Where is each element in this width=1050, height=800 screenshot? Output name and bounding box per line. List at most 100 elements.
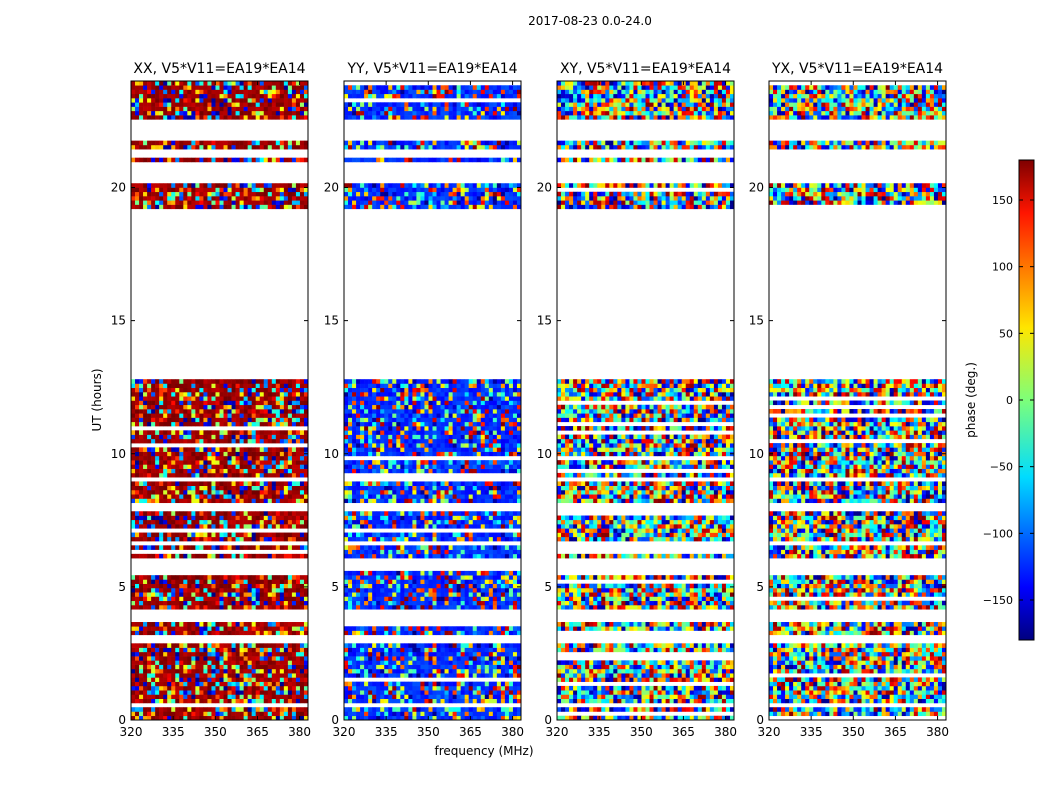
heatmap-cell: [159, 472, 164, 478]
heatmap-cell: [299, 715, 305, 721]
heatmap-cell: [472, 532, 478, 538]
heatmap-cell: [175, 668, 180, 674]
heatmap-cell: [219, 191, 224, 197]
heatmap-cell: [259, 668, 265, 674]
heatmap-cell: [135, 102, 140, 107]
heatmap-cell: [287, 536, 293, 542]
heatmap-cell: [424, 549, 429, 555]
heatmap-cell: [275, 707, 281, 712]
heatmap-cell: [251, 519, 256, 525]
heatmap-cell: [255, 536, 261, 542]
heatmap-cell: [147, 575, 152, 580]
heatmap-cell: [199, 409, 204, 414]
heatmap-cell: [303, 515, 309, 521]
heatmap-cell: [239, 140, 244, 146]
heatmap-cell: [279, 511, 285, 516]
heatmap-cell: [191, 690, 196, 695]
heatmap-cell: [516, 575, 522, 580]
heatmap-cell: [283, 387, 289, 393]
heatmap-cell: [131, 93, 136, 99]
heatmap-cell: [400, 685, 405, 691]
heatmap-cell: [183, 553, 188, 559]
heatmap-cell: [223, 464, 228, 469]
heatmap-cell: [195, 110, 200, 116]
heatmap-cell: [187, 464, 192, 469]
heatmap-cell: [143, 524, 148, 529]
heatmap-cell: [147, 89, 152, 95]
heatmap-cell: [159, 204, 164, 210]
heatmap-cell: [195, 494, 200, 499]
heatmap-cell: [500, 647, 506, 653]
heatmap-cell: [468, 536, 474, 542]
heatmap-cell: [464, 549, 469, 555]
heatmap-cell: [131, 196, 136, 201]
heatmap-cell: [287, 575, 293, 580]
heatmap-cell: [275, 438, 281, 444]
heatmap-cell: [191, 200, 196, 205]
heatmap-cell: [143, 681, 148, 687]
heatmap-cell: [432, 673, 437, 678]
heatmap-cell: [235, 110, 240, 116]
heatmap-cell: [299, 685, 305, 691]
heatmap-cell: [516, 685, 522, 691]
heatmap-cell: [452, 570, 457, 576]
heatmap-cell: [175, 481, 180, 486]
heatmap-cell: [496, 532, 502, 538]
heatmap-cell: [344, 685, 349, 691]
heatmap-cell: [416, 664, 421, 670]
heatmap-cell: [147, 583, 152, 589]
heatmap-cell: [263, 144, 269, 150]
heatmap-cell: [416, 583, 421, 589]
heatmap-cell: [167, 604, 172, 610]
heatmap-cell: [151, 604, 156, 610]
heatmap-cell: [412, 685, 417, 691]
heatmap-cell: [187, 575, 192, 580]
heatmap-cell: [235, 519, 240, 525]
heatmap-cell: [163, 383, 168, 389]
heatmap-cell: [203, 711, 208, 717]
heatmap-cell: [287, 451, 293, 457]
heatmap-cell: [456, 711, 461, 717]
heatmap-cell: [408, 643, 413, 648]
heatmap-cell: [235, 106, 240, 112]
heatmap-cell: [271, 711, 277, 717]
heatmap-cell: [155, 447, 160, 452]
heatmap-cell: [167, 102, 172, 107]
heatmap-cell: [203, 643, 208, 648]
heatmap-cell: [159, 622, 164, 627]
heatmap-cell: [151, 460, 156, 465]
heatmap-cell: [484, 604, 490, 610]
heatmap-cell: [183, 383, 188, 389]
heatmap-cell: [163, 587, 168, 593]
heatmap-cell: [139, 519, 144, 525]
heatmap-cell: [227, 536, 232, 542]
heatmap-cell: [259, 200, 265, 205]
heatmap-cell: [472, 587, 478, 593]
heatmap-cell: [155, 583, 160, 589]
heatmap-cell: [219, 630, 224, 636]
heatmap-cell: [199, 592, 204, 597]
heatmap-cell: [512, 711, 518, 717]
heatmap-cell: [516, 596, 522, 602]
heatmap-cell: [412, 673, 417, 678]
heatmap-cell: [271, 622, 277, 627]
heatmap-cell: [239, 519, 244, 525]
heatmap-cell: [287, 668, 293, 674]
heatmap-cell: [155, 681, 160, 687]
heatmap-cell: [175, 447, 180, 452]
heatmap-cell: [283, 553, 289, 559]
heatmap-cell: [504, 579, 510, 584]
heatmap-cell: [275, 711, 281, 717]
heatmap-cell: [271, 89, 277, 95]
heatmap-cell: [219, 677, 224, 682]
heatmap-cell: [139, 468, 144, 474]
heatmap-cell: [195, 183, 200, 188]
heatmap-cell: [428, 715, 433, 721]
heatmap-cell: [179, 157, 184, 163]
heatmap-cell: [131, 102, 136, 107]
heatmap-cell: [283, 626, 289, 631]
heatmap-cell: [203, 383, 208, 389]
heatmap-cell: [400, 643, 405, 648]
heatmap-cell: [283, 191, 289, 197]
heatmap-cell: [223, 660, 228, 665]
